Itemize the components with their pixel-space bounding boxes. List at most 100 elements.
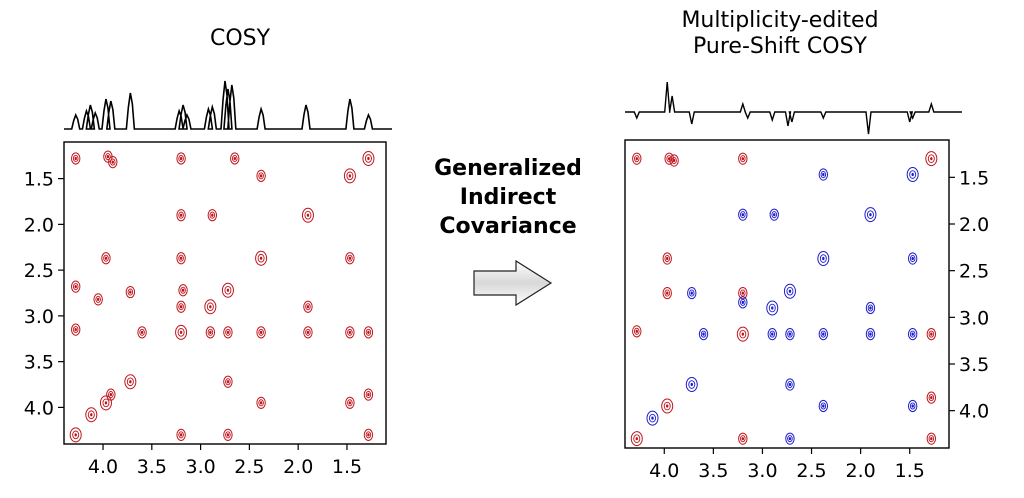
pure-shift-1d-trace xyxy=(625,81,962,135)
pure-shift-peak-negative xyxy=(864,207,877,223)
pure-shift-peak-negative xyxy=(906,167,919,183)
cosy-peak xyxy=(256,326,266,339)
cosy-x-tick-label: 4.0 xyxy=(88,456,118,478)
cosy-peak xyxy=(205,326,216,339)
cosy-peak xyxy=(223,428,233,441)
pure-shift-peak-negative xyxy=(783,283,796,299)
pure-shift-peak-positive xyxy=(736,326,749,342)
cosy-peak xyxy=(175,324,188,340)
cosy-peak xyxy=(345,252,355,265)
method-label-line2: Indirect xyxy=(459,185,557,210)
pure-shift-peak-negative xyxy=(767,328,777,341)
method-label-line3: Covariance xyxy=(439,214,577,239)
cosy-peaks xyxy=(69,150,375,443)
cosy-peak xyxy=(345,396,355,409)
pure-shift-peak-positive xyxy=(662,252,672,265)
pure-shift-plot-frame xyxy=(624,139,950,449)
cosy-peak xyxy=(363,326,374,339)
cosy-x-tick-label: 2.0 xyxy=(283,456,313,478)
cosy-peak xyxy=(221,282,234,298)
cosy-peak xyxy=(256,169,266,182)
cosy-peak xyxy=(71,152,81,165)
cosy-peak xyxy=(256,396,266,409)
method-label-line1: Generalized xyxy=(434,156,582,181)
cosy-y-tick-label: 1.5 xyxy=(24,169,54,191)
cosy-title: COSY xyxy=(209,26,271,51)
cosy-peak xyxy=(363,388,374,401)
pure-shift-peak-positive xyxy=(926,432,937,445)
cosy-peak xyxy=(363,428,374,441)
cosy-peak xyxy=(85,407,98,423)
pure-shift-peak-negative xyxy=(738,296,748,309)
cosy-peak xyxy=(230,152,240,165)
cosy-peak xyxy=(176,300,186,313)
pure-shift-title: Multiplicity-edited Pure-Shift COSY xyxy=(660,8,900,60)
pure-shift-peak-negative xyxy=(685,377,698,393)
pure-shift-peak-positive xyxy=(738,432,748,445)
pure-shift-axes: 4.0 3.5 3.0 2.5 2.0 1.5 1.5 2.0 2.5 3.0 3.5 4.0 xyxy=(649,167,989,482)
pure-shift-peaks xyxy=(630,151,938,447)
cosy-peak xyxy=(108,156,118,169)
pure-shift-peak-positive xyxy=(630,431,643,447)
pure-shift-peak-negative xyxy=(907,252,918,265)
pure-shift-peak-positive xyxy=(669,154,679,167)
pure-shift-peak-positive xyxy=(926,328,937,341)
pure-shift-peak-negative xyxy=(698,328,709,341)
pure-shift-peak-positive xyxy=(632,325,642,338)
pure-shift-x-tick-label: 1.5 xyxy=(895,460,925,482)
pure-shift-peak-negative xyxy=(785,432,795,445)
pure-shift-title-line1: Multiplicity-edited xyxy=(681,8,879,33)
pure-shift-x-tick-label: 3.0 xyxy=(747,460,777,482)
pure-shift-peak-negative xyxy=(818,168,829,181)
process-arrow xyxy=(473,259,553,307)
cosy-peak xyxy=(178,284,188,297)
pure-shift-peak-negative xyxy=(766,300,779,316)
pure-shift-y-tick-label: 1.5 xyxy=(959,167,989,189)
cosy-peak xyxy=(137,326,147,339)
pure-shift-x-tick-label: 2.0 xyxy=(846,460,876,482)
cosy-peak xyxy=(345,326,355,339)
pure-shift-peak-positive xyxy=(926,391,937,404)
cosy-peak xyxy=(301,207,314,223)
cosy-peak xyxy=(255,250,268,266)
pure-shift-y-tick-label: 3.5 xyxy=(959,354,989,376)
pure-shift-peak-positive xyxy=(661,398,674,414)
pure-shift-peak-positive xyxy=(738,286,748,300)
pure-shift-y-tick-label: 3.0 xyxy=(959,307,989,329)
cosy-y-tick-label: 4.0 xyxy=(24,397,54,419)
cosy-1d-trace xyxy=(64,80,392,130)
cosy-y-tick-label: 3.5 xyxy=(24,352,54,374)
pure-shift-peak-positive xyxy=(925,151,938,167)
cosy-peak xyxy=(362,150,375,166)
cosy-peak xyxy=(125,285,136,299)
cosy-peak xyxy=(223,326,233,339)
cosy-peak xyxy=(71,280,81,293)
pure-shift-x-tick-label: 2.5 xyxy=(796,460,826,482)
cosy-peak xyxy=(93,293,103,306)
pure-shift-x-tick-label: 4.0 xyxy=(649,460,679,482)
cosy-peak xyxy=(207,209,218,222)
cosy-x-tick-label: 3.0 xyxy=(185,456,215,478)
pure-shift-peak-negative xyxy=(818,399,829,413)
cosy-y-tick-label: 2.5 xyxy=(24,260,54,282)
cosy-peak xyxy=(176,428,186,441)
method-label: Generalized Indirect Covariance xyxy=(408,154,608,241)
cosy-peak xyxy=(69,427,82,443)
cosy-plot-frame xyxy=(63,141,387,445)
cosy-peak xyxy=(176,152,186,165)
cosy-x-tick-label: 2.5 xyxy=(234,456,264,478)
cosy-peak xyxy=(101,252,111,265)
pure-shift-peak-negative xyxy=(687,286,697,300)
pure-shift-peak-negative xyxy=(907,328,918,341)
cosy-peak xyxy=(71,323,81,336)
cosy-peak xyxy=(176,252,186,265)
pure-shift-peak-negative xyxy=(785,328,795,341)
cosy-peak xyxy=(176,209,186,222)
cosy-peak xyxy=(124,374,137,390)
pure-shift-peak-negative xyxy=(907,399,918,413)
pure-shift-title-line2: Pure-Shift COSY xyxy=(693,34,867,59)
pure-shift-y-tick-label: 2.0 xyxy=(959,214,989,236)
cosy-peak xyxy=(303,300,313,313)
